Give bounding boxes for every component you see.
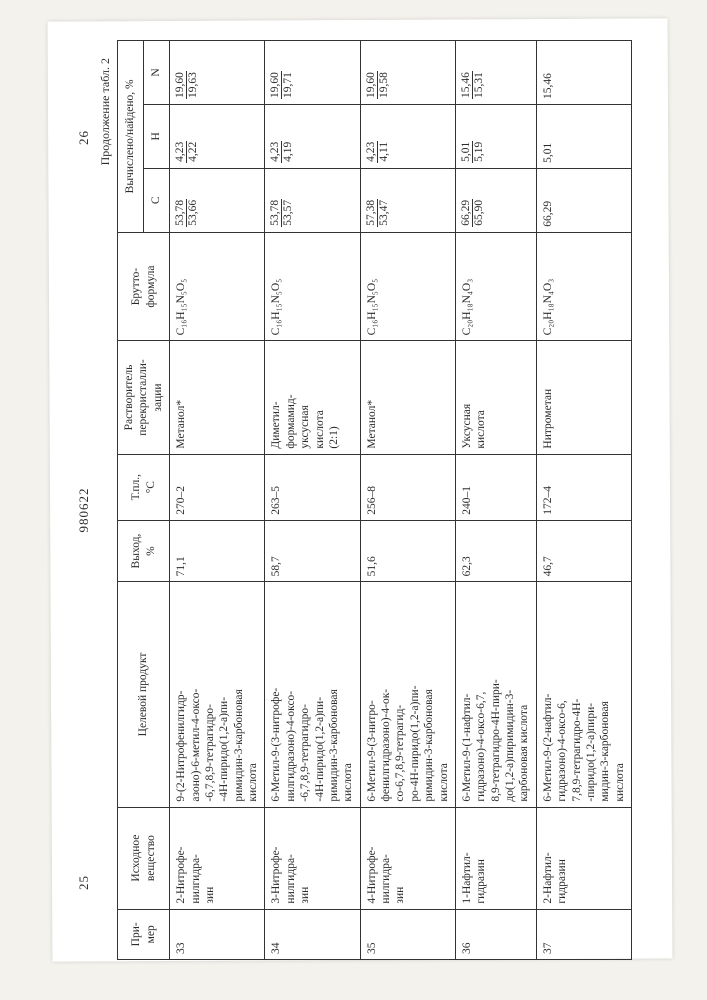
col-solvent: Растворительперекристалли-зации: [117, 341, 169, 454]
col-n: N: [143, 41, 169, 105]
col-product: Целевой продукт: [117, 582, 169, 807]
cell-yield: 46,7: [536, 520, 631, 582]
cell-product: 6-Метил-9-(1-нафтил-гидразоно)-4-оксо-6,…: [455, 582, 536, 807]
cell-solvent: Уксуснаякислота: [455, 341, 536, 454]
cell-c: 66,29: [536, 168, 631, 232]
cell-number: 37: [536, 909, 631, 959]
table-row: 354-Нитрофе-нилгидра-зин6-Метил-9-(3-нит…: [360, 41, 455, 960]
cell-solvent: Метанол*: [169, 341, 264, 454]
cell-source: 2-Нитрофе-нилгидра-зин: [169, 807, 264, 909]
cell-mp: 256–8: [360, 454, 455, 520]
cell-n: 19,6019,71: [264, 41, 359, 105]
cell-formula: C₁₆H₁₅N₅O₅: [264, 232, 359, 341]
cell-c: 53,7853,66: [169, 168, 264, 232]
cell-h: 4,234,11: [360, 104, 455, 168]
table-row: 343-Нитрофе-нилгидра-зин6-Метил-9-(3-нит…: [264, 41, 359, 960]
cell-yield: 71,1: [169, 520, 264, 582]
cell-yield: 62,3: [455, 520, 536, 582]
page-num-right: 26: [76, 130, 92, 145]
table-head: При-мер Исходноевещество Целевой продукт…: [117, 41, 169, 960]
page: 25 980622 26 Продолжение табл. 2 При-мер…: [0, 0, 707, 1000]
page-num-left: 25: [76, 875, 92, 890]
cell-source: 4-Нитрофе-нилгидра-зин: [360, 807, 455, 909]
rotated-content: 25 980622 26 Продолжение табл. 2 При-мер…: [76, 40, 632, 960]
col-formula: Брутто-формула: [117, 232, 169, 341]
cell-source: 1-Нафтил-гидразин: [455, 807, 536, 909]
cell-yield: 51,6: [360, 520, 455, 582]
cell-mp: 263–5: [264, 454, 359, 520]
col-calc-found: Вычислено/найдено, %: [117, 41, 143, 233]
cell-product: 6-Метил-9-(3-нитрофе-нилгидразоно)-4-окс…: [264, 582, 359, 807]
cell-source: 3-Нитрофе-нилгидра-зин: [264, 807, 359, 909]
cell-formula: C₁₆H₁₅N₅O₅: [169, 232, 264, 341]
cell-product: 9-(2-Нитрофенилгидр-азоно)-6-метил-4-окс…: [169, 582, 264, 807]
col-number: При-мер: [117, 909, 169, 959]
table-row: 332-Нитрофе-нилгидра-зин9-(2-Нитрофенилг…: [169, 41, 264, 960]
col-c: C: [143, 168, 169, 232]
data-table: При-мер Исходноевещество Целевой продукт…: [117, 40, 632, 960]
document-number: 980622: [76, 488, 92, 533]
cell-n: 15,46: [536, 41, 631, 105]
cell-c: 53,7853,57: [264, 168, 359, 232]
cell-formula: C₂₀H₁₈N₄O₃: [536, 232, 631, 341]
cell-source: 2-Нафтил-гидразин: [536, 807, 631, 909]
cell-mp: 240–1: [455, 454, 536, 520]
col-mp: Т.пл.,°C: [117, 454, 169, 520]
cell-number: 35: [360, 909, 455, 959]
cell-c: 57,3853,47: [360, 168, 455, 232]
cell-mp: 172–4: [536, 454, 631, 520]
cell-h: 5,015,19: [455, 104, 536, 168]
col-h: H: [143, 104, 169, 168]
cell-product: 6-Метил-9-(3-нитро-фенилгидразоно)-4-ок-…: [360, 582, 455, 807]
cell-yield: 58,7: [264, 520, 359, 582]
table-row: 361-Нафтил-гидразин6-Метил-9-(1-нафтил-г…: [455, 41, 536, 960]
cell-h: 4,234,19: [264, 104, 359, 168]
cell-number: 34: [264, 909, 359, 959]
table-body: 332-Нитрофе-нилгидра-зин9-(2-Нитрофенилг…: [169, 41, 631, 960]
cell-formula: C₂₀H₁₈N₄O₃: [455, 232, 536, 341]
col-source: Исходноевещество: [117, 807, 169, 909]
cell-solvent: Нитрометан: [536, 341, 631, 454]
col-yield: Выход,%: [117, 520, 169, 582]
cell-h: 4,234,22: [169, 104, 264, 168]
header-numbers: 25 980622 26: [76, 40, 98, 960]
cell-solvent: Метанол*: [360, 341, 455, 454]
cell-c: 66,2965,90: [455, 168, 536, 232]
cell-n: 19,6019,63: [169, 41, 264, 105]
cell-h: 5,01: [536, 104, 631, 168]
cell-n: 19,6019,58: [360, 41, 455, 105]
cell-solvent: Диметил-формамид-уксуснаякислота(2:1): [264, 341, 359, 454]
cell-number: 33: [169, 909, 264, 959]
header-row-1: При-мер Исходноевещество Целевой продукт…: [117, 41, 143, 960]
cell-product: 6-Метил-9-(2-нафтил-гидразоно)-4-оксо-6,…: [536, 582, 631, 807]
cell-number: 36: [455, 909, 536, 959]
cell-mp: 270–2: [169, 454, 264, 520]
table-caption: Продолжение табл. 2: [98, 40, 117, 960]
table-row: 372-Нафтил-гидразин6-Метил-9-(2-нафтил-г…: [536, 41, 631, 960]
cell-formula: C₁₆H₁₅N₅O₅: [360, 232, 455, 341]
cell-n: 15,4615,31: [455, 41, 536, 105]
